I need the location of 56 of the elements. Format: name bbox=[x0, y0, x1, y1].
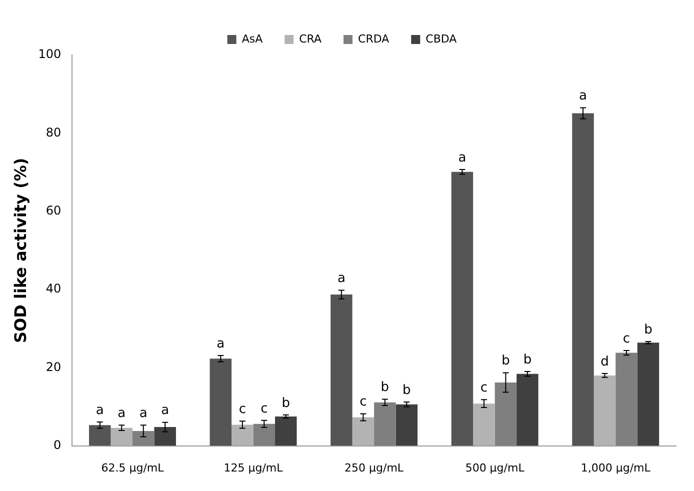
bar bbox=[616, 352, 638, 446]
x-tick-label: 250 μg/mL bbox=[344, 461, 404, 474]
bar bbox=[396, 404, 418, 446]
legend-label: CRDA bbox=[358, 32, 390, 46]
x-tick-label: 500 μg/mL bbox=[465, 461, 526, 474]
bar bbox=[494, 382, 517, 446]
data-label: c bbox=[360, 394, 367, 410]
data-label: b bbox=[380, 380, 390, 396]
bar bbox=[232, 424, 254, 446]
data-label: b bbox=[402, 382, 411, 398]
data-label: a bbox=[96, 402, 104, 418]
data-label: a bbox=[579, 88, 587, 104]
bar bbox=[451, 172, 474, 446]
y-tick-label: 0 bbox=[53, 438, 62, 452]
data-label: b bbox=[282, 396, 290, 411]
y-tick-label: 40 bbox=[46, 282, 62, 296]
data-label: d bbox=[600, 354, 609, 370]
data-label: a bbox=[216, 336, 225, 352]
bar bbox=[473, 404, 495, 446]
y-tick-label: 100 bbox=[38, 47, 62, 62]
data-label: b bbox=[502, 354, 510, 369]
bar bbox=[275, 416, 297, 446]
bar bbox=[89, 425, 111, 446]
bar bbox=[210, 358, 232, 446]
data-label: b bbox=[644, 322, 652, 338]
x-tick-label: 62.5 μg/mL bbox=[101, 461, 165, 474]
bar bbox=[154, 427, 176, 446]
data-label: a bbox=[139, 406, 148, 421]
bar bbox=[330, 294, 352, 446]
bar bbox=[253, 424, 276, 446]
y-tick-label: 80 bbox=[46, 125, 62, 140]
bar bbox=[110, 428, 132, 446]
data-label: a bbox=[118, 406, 126, 421]
bar bbox=[374, 402, 396, 446]
bar bbox=[572, 113, 594, 446]
x-tick-label: 1,000 μg/mL bbox=[580, 461, 652, 474]
bar bbox=[594, 375, 616, 446]
data-label: a bbox=[458, 150, 466, 166]
data-label: c bbox=[480, 380, 488, 396]
legend-label: CBDA bbox=[426, 32, 458, 46]
data-label: c bbox=[260, 401, 268, 416]
data-label: b bbox=[523, 352, 532, 368]
bar bbox=[352, 417, 374, 446]
y-tick-label: 60 bbox=[46, 203, 62, 218]
legend-label: CRA bbox=[299, 32, 322, 46]
legend-label: AsA bbox=[242, 32, 264, 46]
bar bbox=[637, 342, 660, 446]
x-tick-label: 125 μg/mL bbox=[224, 461, 284, 474]
data-label: c bbox=[238, 402, 246, 418]
bar bbox=[516, 374, 538, 446]
data-label: c bbox=[622, 331, 630, 346]
bar bbox=[132, 430, 154, 446]
y-tick-label: 20 bbox=[46, 360, 62, 374]
y-axis-title: SOD like activity (%) bbox=[10, 158, 30, 344]
data-label: a bbox=[337, 271, 346, 286]
data-label: a bbox=[161, 403, 170, 418]
